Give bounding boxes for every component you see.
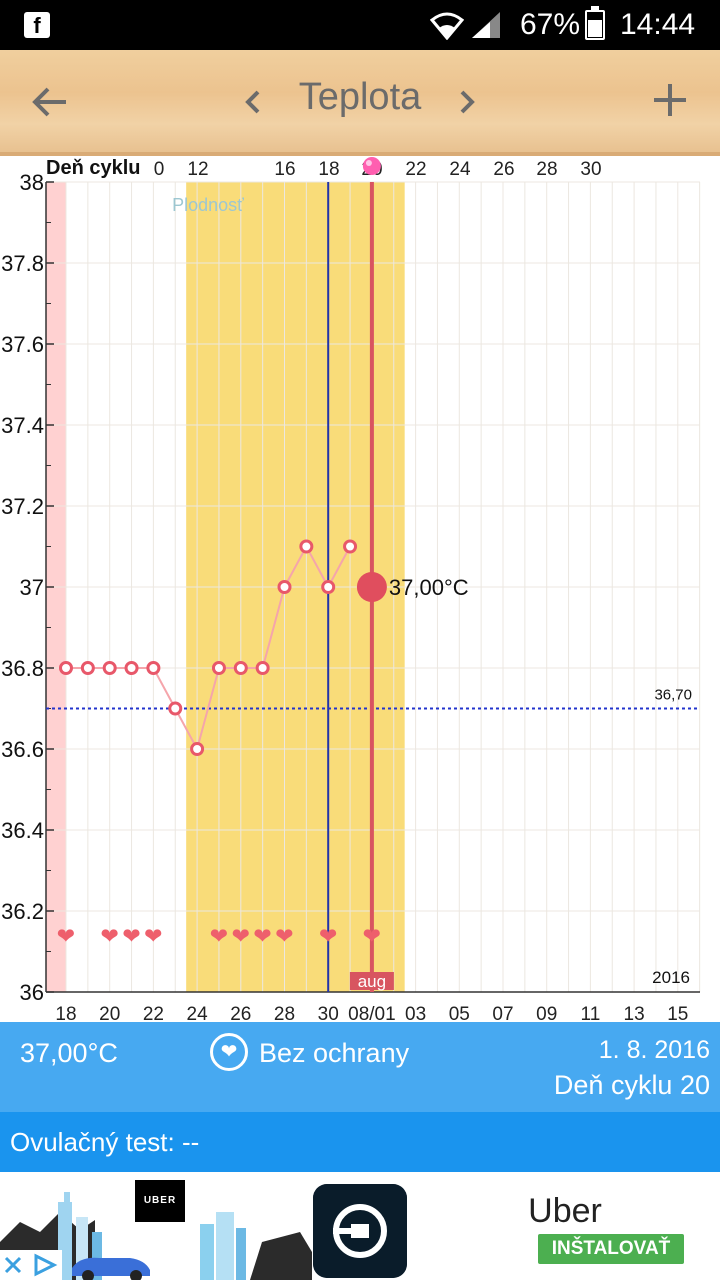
- temperature-point: [102, 661, 117, 675]
- info-bar: 37,00°C ❤ Bez ochrany 1. 8. 2016 Deň cyk…: [0, 1022, 720, 1112]
- y-tick-label: 36.2: [1, 899, 44, 924]
- coverline-label: 36,70: [654, 687, 692, 704]
- adchoices-icon[interactable]: [0, 1250, 62, 1280]
- y-tick-label: 37.2: [1, 494, 44, 519]
- clock: 14:44: [620, 8, 696, 41]
- status-bar: f 67% 14:44: [0, 0, 720, 50]
- ad-banner[interactable]: UBER Uber INŠTALOVAŤ: [0, 1172, 720, 1280]
- app-bar: Teplota: [0, 50, 720, 156]
- temperature-point: [211, 661, 226, 675]
- selected-date: 1. 8. 2016: [598, 1036, 710, 1064]
- temperature-point: [321, 580, 336, 594]
- temperature-point: [233, 661, 248, 675]
- cycle-tick-label: 28: [536, 159, 557, 180]
- x-tick-label: 18: [55, 1004, 76, 1022]
- selected-cycle-day: Deň cyklu 20: [553, 1070, 710, 1100]
- ovulation-test-label: Ovulačný test: --: [10, 1127, 200, 1157]
- x-tick-label: 26: [230, 1004, 251, 1022]
- x-tick-label: 28: [274, 1004, 295, 1022]
- temperature-point: [59, 661, 73, 675]
- ovulation-test-bar[interactable]: Ovulačný test: --: [0, 1112, 720, 1172]
- x-tick-label: 30: [318, 1004, 339, 1022]
- uber-app-icon[interactable]: [313, 1184, 407, 1278]
- intercourse-heart-icon: ❤: [275, 924, 293, 949]
- temperature-point: [343, 539, 358, 554]
- y-tick-label: 36.4: [1, 818, 44, 843]
- plus-icon[interactable]: [648, 78, 692, 122]
- selected-point: [356, 572, 387, 602]
- selected-temperature: 37,00°C: [20, 1038, 118, 1068]
- temperature-point: [168, 701, 183, 716]
- y-tick-label: 37.4: [1, 413, 44, 438]
- x-tick-label: 22: [143, 1004, 164, 1022]
- temperature-point: [255, 661, 270, 675]
- cycle-tick-label: 16: [274, 159, 295, 180]
- temperature-point: [277, 580, 292, 594]
- x-tick-label: 20: [99, 1004, 120, 1022]
- year-label: 2016: [652, 968, 690, 987]
- temperature-point: [190, 742, 205, 756]
- selected-point-label: 37,00°C: [389, 575, 469, 600]
- chevron-left-icon[interactable]: [238, 80, 268, 124]
- x-tick-label: 24: [187, 1004, 209, 1022]
- cycle-tick-label: 26: [493, 159, 514, 180]
- x-tick-label: 15: [667, 1004, 688, 1022]
- wifi-icon: [430, 12, 464, 40]
- intercourse-heart-icon: ❤: [363, 924, 381, 949]
- signal-icon: [472, 12, 500, 38]
- temperature-point: [299, 539, 314, 554]
- temperature-point: [124, 661, 139, 675]
- intercourse-heart-icon: ❤: [319, 924, 337, 949]
- y-tick-label: 36.6: [1, 737, 44, 762]
- intercourse-heart-icon: ❤: [144, 924, 162, 949]
- cycle-tick-label: 24: [449, 159, 471, 180]
- y-tick-label: 37: [20, 575, 44, 600]
- y-tick-label: 38: [20, 170, 44, 195]
- intercourse-heart-icon: ❤: [100, 924, 118, 949]
- temperature-chart[interactable]: 38 37.8 37.6 37.4 37.2 37 36.8 36.6 36.4 36.2 36 De…: [0, 156, 720, 1022]
- month-tag: [349, 972, 394, 990]
- ovulation-marker-icon: [362, 157, 381, 175]
- heart-icon: ❤: [210, 1033, 248, 1071]
- temperature-point: [80, 661, 95, 675]
- cycle-axis-label: Deň cyklu: [46, 157, 140, 179]
- cycle-tick-label: 22: [405, 159, 426, 180]
- cycle-tick-label: 12: [187, 159, 208, 180]
- battery-percent: 67%: [520, 8, 581, 41]
- intercourse-heart-icon: ❤: [57, 924, 75, 949]
- x-tick-label: 09: [536, 1004, 557, 1022]
- x-tick-label: 05: [449, 1004, 470, 1022]
- cycle-tick-label: 18: [318, 159, 339, 180]
- x-tick-label: 07: [492, 1004, 513, 1022]
- facebook-icon: f: [24, 12, 50, 38]
- intercourse-heart-icon: ❤: [232, 924, 250, 949]
- chart-svg[interactable]: 38 37.8 37.6 37.4 37.2 37 36.8 36.6 36.4 36.2 36 De…: [0, 156, 720, 1022]
- x-tick-label: 03: [405, 1004, 426, 1022]
- y-tick-label: 36: [20, 980, 44, 1005]
- page-title: Teplota: [298, 76, 422, 118]
- cycle-tick-label: 30: [580, 159, 601, 180]
- y-tick-label: 37.8: [1, 251, 44, 276]
- x-tick-label: 08/01: [348, 1004, 396, 1022]
- chevron-right-icon[interactable]: [452, 80, 482, 124]
- protection-status: Bez ochrany: [259, 1038, 410, 1068]
- install-button[interactable]: INŠTALOVAŤ: [538, 1234, 684, 1264]
- x-tick-label: 13: [624, 1004, 645, 1022]
- ovulation-marker-highlight: [365, 160, 372, 166]
- ad-app-name: Uber: [528, 1192, 602, 1230]
- y-tick-label: 37.6: [1, 332, 44, 357]
- temperature-point: [146, 661, 161, 675]
- intercourse-heart-icon: ❤: [253, 924, 271, 949]
- intercourse-heart-icon: ❤: [210, 924, 228, 949]
- y-tick-label: 36.8: [1, 656, 44, 681]
- fertile-label: Plodnosť: [172, 195, 244, 215]
- month-label: aug: [358, 972, 386, 991]
- cycle-tick-label: 0: [154, 159, 165, 180]
- intercourse-heart-icon: ❤: [122, 924, 140, 949]
- x-tick-label: 11: [581, 1004, 601, 1022]
- back-arrow-icon[interactable]: [28, 80, 72, 124]
- battery-icon: [585, 6, 605, 40]
- uber-logo: UBER: [135, 1180, 185, 1222]
